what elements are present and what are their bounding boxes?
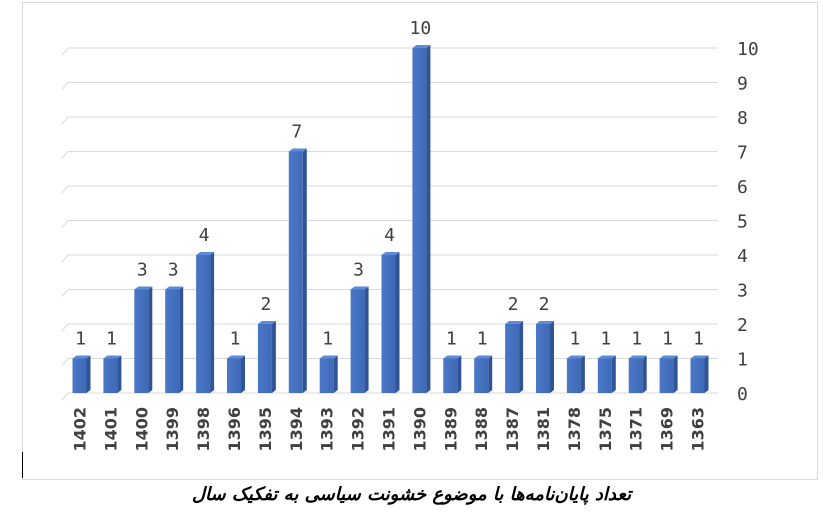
x-tick-label: 1388 [472, 407, 491, 452]
bar [350, 286, 369, 393]
gridlines [61, 47, 718, 401]
bar [690, 355, 709, 393]
gridline [61, 185, 718, 194]
x-tick-label: 1398 [194, 407, 213, 452]
x-tick-label: 1390 [410, 407, 429, 452]
y-axis-ticks: 0 1 2 3 4 5 6 7 8 9 10 [737, 39, 759, 405]
y-tick-label: 7 [737, 143, 748, 164]
y-tick-label: 6 [737, 177, 748, 198]
y-tick-label: 8 [737, 108, 748, 129]
gridline [61, 289, 718, 297]
bar [474, 355, 493, 393]
bar [103, 355, 122, 393]
data-label: 4 [199, 225, 210, 246]
y-tick-label: 5 [737, 212, 748, 233]
x-tick-label: 1363 [689, 407, 708, 452]
chart-caption: تعداد پایان‌نامه‌ها با موضوع خشونت سیاسی… [191, 484, 632, 505]
x-tick-label: 1399 [163, 407, 182, 452]
bar [227, 355, 245, 393]
bar [319, 355, 338, 393]
bar [659, 355, 678, 393]
x-tick-label: 1401 [101, 407, 120, 452]
x-axis-ticks: 1402 1401 1400 1399 1398 1396 1395 1394 1393 1392… [71, 407, 708, 452]
data-label: 4 [384, 225, 395, 246]
bar [196, 252, 215, 393]
x-tick-label: 1400 [132, 407, 151, 452]
x-tick-label: 1387 [503, 407, 522, 452]
x-tick-label: 1402 [71, 407, 90, 452]
gridline [61, 47, 718, 56]
data-label: 1 [569, 329, 580, 350]
data-label: 1 [106, 329, 117, 350]
bar [443, 355, 462, 393]
data-label: 1 [477, 329, 488, 350]
gridline [61, 323, 718, 332]
data-label: 2 [260, 294, 271, 315]
bar [597, 355, 616, 393]
x-tick-label: 1381 [534, 407, 553, 452]
y-tick-label: 0 [737, 384, 748, 405]
x-tick-label: 1371 [627, 407, 646, 452]
bar [566, 355, 585, 393]
y-tick-label: 4 [737, 246, 748, 267]
data-label: 7 [291, 122, 302, 143]
bar [381, 252, 400, 393]
bar [165, 286, 184, 393]
data-label: 3 [137, 260, 148, 281]
bar [505, 321, 524, 393]
x-tick-label: 1391 [380, 407, 399, 452]
bar [257, 321, 276, 393]
data-label: 3 [353, 260, 364, 281]
bar [288, 148, 307, 393]
data-label: 1 [230, 329, 241, 350]
data-label: 1 [322, 329, 333, 350]
data-label: 1 [631, 329, 642, 350]
data-label: 2 [539, 294, 550, 315]
y-tick-label: 9 [737, 74, 748, 95]
x-tick-label: 1393 [318, 407, 337, 452]
data-label: 1 [75, 329, 86, 350]
bar [628, 355, 647, 393]
data-label: 1 [693, 329, 704, 350]
gridline [61, 82, 718, 90]
x-tick-label: 1375 [596, 407, 615, 452]
data-label: 2 [508, 294, 519, 315]
x-tick-label: 1392 [349, 407, 368, 452]
y-tick-label: 1 [737, 350, 748, 371]
gridline [61, 254, 718, 263]
gridline [61, 392, 718, 401]
data-label: 10 [410, 18, 432, 39]
x-tick-label: 1389 [441, 407, 460, 452]
bar [134, 286, 153, 393]
bar [536, 321, 554, 393]
gridline [61, 116, 718, 125]
x-tick-label: 1369 [658, 407, 677, 452]
y-tick-label: 3 [737, 281, 748, 302]
bar [412, 45, 431, 393]
y-tick-label: 10 [737, 39, 759, 60]
gridline [61, 220, 718, 228]
y-tick-label: 2 [737, 315, 748, 336]
data-label: 1 [662, 329, 673, 350]
bars [72, 45, 709, 393]
x-tick-label: 1396 [225, 407, 244, 452]
data-label: 1 [600, 329, 611, 350]
data-label: 3 [168, 260, 179, 281]
x-tick-label: 1394 [287, 407, 306, 452]
gridline [61, 151, 718, 159]
bar [72, 355, 91, 393]
x-tick-label: 1395 [256, 407, 275, 452]
x-tick-label: 1378 [565, 407, 584, 452]
data-label: 1 [446, 329, 457, 350]
gridline [61, 358, 718, 366]
left-edge-mark [22, 452, 23, 478]
